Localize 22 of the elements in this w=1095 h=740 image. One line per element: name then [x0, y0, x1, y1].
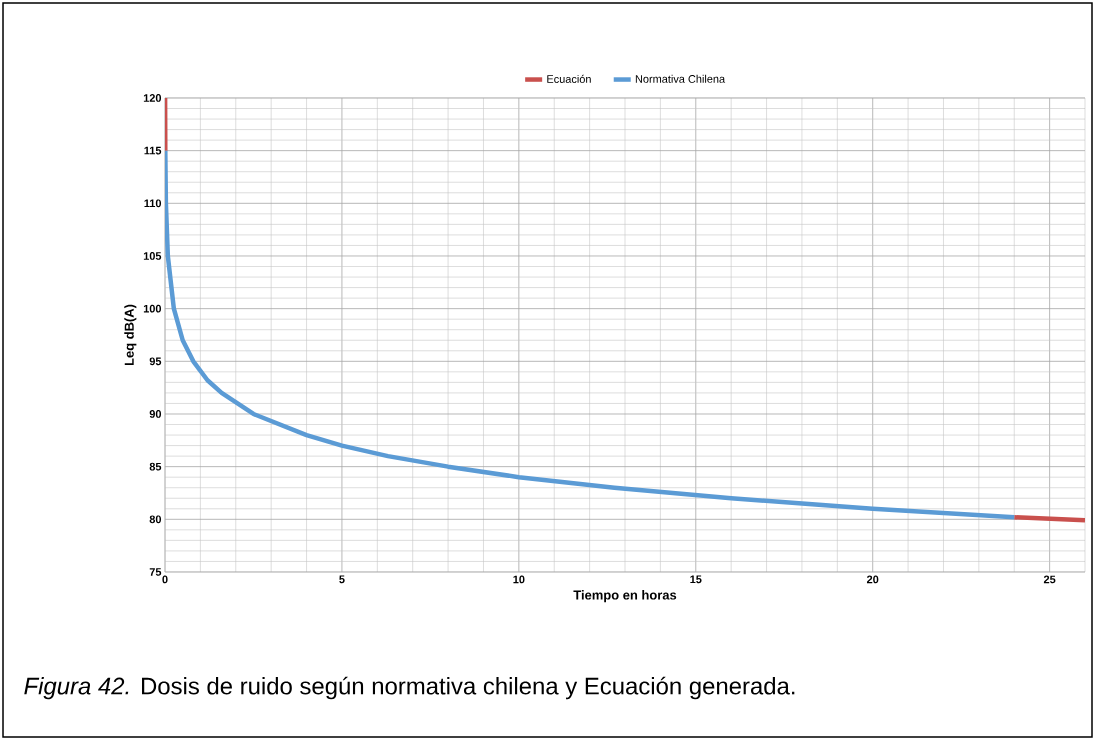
y-tick-label: 80	[149, 515, 162, 524]
y-tick-label: 75	[149, 568, 162, 576]
x-tick-label: 10	[513, 575, 525, 584]
y-tick-label: 95	[149, 357, 162, 366]
x-tick-label: 25	[1043, 575, 1056, 584]
x-tick-label: 15	[690, 575, 702, 584]
x-tick-label: 20	[866, 575, 879, 584]
y-tick-label: 115	[144, 146, 162, 155]
y-tick-label: 105	[143, 252, 162, 260]
y-tick-label: 85	[149, 462, 162, 471]
x-tick-label: 0	[162, 575, 168, 584]
text: Figura 42. Dosis de ruido según normativa chilena y Ecuación generada.	[24, 676, 795, 700]
legend-label: Ecuación	[547, 74, 591, 83]
y-tick-label: 90	[149, 410, 162, 418]
x-axis-title: Tiempo en horas	[573, 590, 677, 603]
y-tick-label: 120	[143, 94, 162, 102]
legend-label: Normativa Chilena	[635, 74, 726, 83]
y-tick-label: 100	[143, 304, 162, 313]
y-tick-label: 110	[144, 199, 162, 208]
x-tick-label: 5	[339, 575, 345, 584]
line-series	[165, 148, 1017, 520]
y-axis-title: Leq dB(A)	[124, 304, 137, 366]
